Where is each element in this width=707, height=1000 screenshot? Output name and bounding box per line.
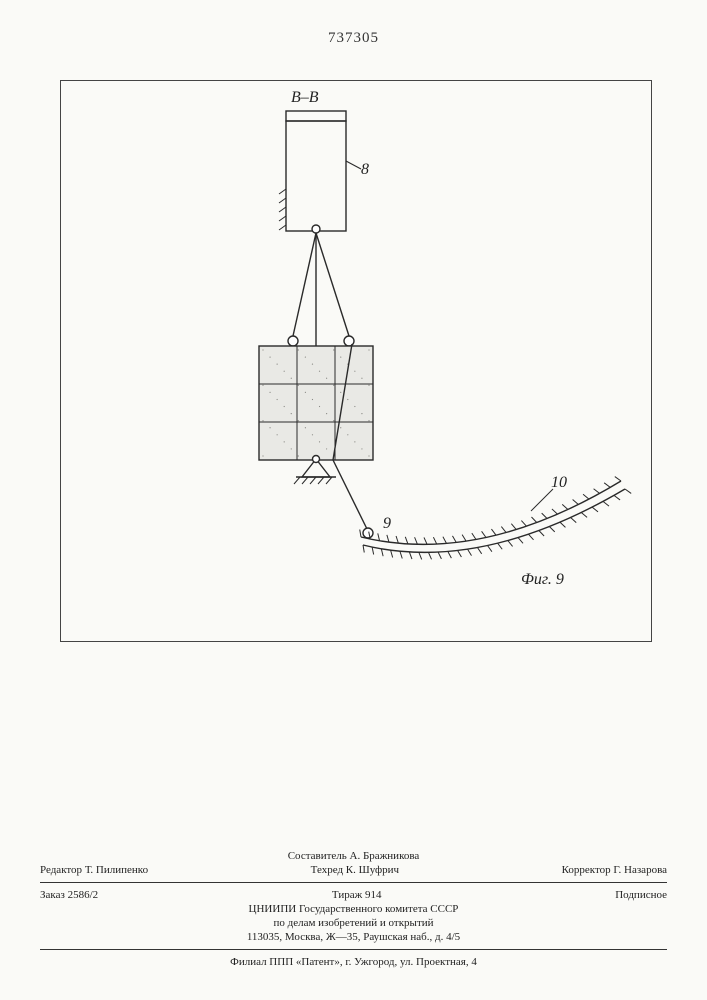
corrector-label: Корректор [562,864,611,876]
subscription: Подписное [615,889,667,901]
page: 737305 В–В 8 9 10 Фиг. 9 Составитель А. … [0,0,707,1000]
editor-label: Редактор [40,864,82,876]
diagram [61,81,651,641]
editor-name: Т. Пилипенко [85,864,148,876]
tech-name: К. Шуфрич [346,864,399,876]
compiler-name: А. Бражникова [350,850,420,862]
footer-rule-1 [40,882,667,883]
compiler-label: Составитель [288,850,347,862]
tech-label: Техред [311,864,343,876]
footer-block: Составитель А. Бражникова Редактор Т. Пи… [40,848,667,970]
org-line-2: по делам изобретений и открытий [40,917,667,929]
order-label: Заказ [40,889,65,901]
print-value: 914 [365,889,382,901]
patent-number: 737305 [0,30,707,47]
footer-rule-2 [40,949,667,950]
order-value: 2586/2 [68,889,99,901]
addr-line-2: Филиал ППП «Патент», г. Ужгород, ул. Про… [40,956,667,968]
corrector-name: Г. Назарова [613,864,667,876]
figure-frame: В–В 8 9 10 Фиг. 9 [60,80,652,642]
org-line-1: ЦНИИПИ Государственного комитета СССР [40,903,667,915]
addr-line-1: 113035, Москва, Ж—35, Раушская наб., д. … [40,931,667,943]
print-label: Тираж [332,889,362,901]
